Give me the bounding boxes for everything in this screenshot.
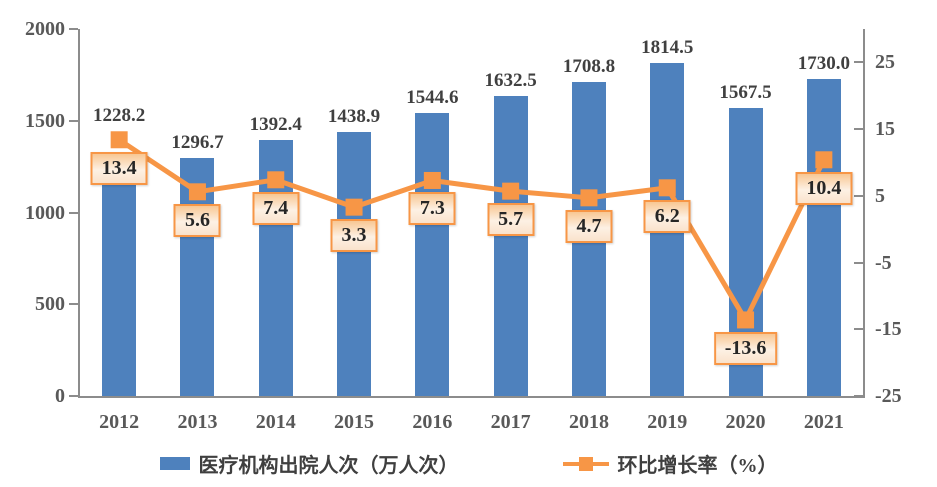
line-point-label-2018: 4.7 [565, 209, 613, 243]
bar-2012 [102, 170, 137, 396]
x-tick-label-2015: 2015 [334, 411, 375, 433]
y-left-tick-0 [69, 395, 78, 397]
growth-rate-line [117, 137, 827, 323]
line-point-label-2021: 10.4 [795, 171, 853, 205]
x-axis-line [78, 396, 865, 398]
x-tick-label-2018: 2018 [568, 411, 609, 433]
line-point-label-2019: 6.2 [643, 199, 691, 233]
line-marker-2019 [658, 179, 676, 197]
line-point-label-2013: 5.6 [173, 203, 221, 237]
line-marker-2014 [267, 171, 285, 189]
line-point-label-2016: 7.3 [408, 192, 456, 226]
y-left-tick-label-1500: 1500 [25, 109, 65, 132]
x-tick-label-2017: 2017 [490, 411, 531, 433]
y-right-tick-label-25: 25 [875, 51, 895, 74]
line-marker-2021 [815, 151, 833, 169]
y-left-tick-label-2000: 2000 [25, 18, 65, 40]
y-right-tick-label--15: -15 [875, 318, 902, 341]
bar-2017 [493, 96, 528, 396]
x-tick-label-2014: 2014 [255, 411, 296, 433]
bar-series-swatch-icon [159, 457, 190, 470]
y-right-tick-5 [854, 194, 863, 197]
line-marker-2020 [737, 311, 755, 329]
bar-2016 [415, 112, 450, 396]
bar-value-label-2013: 1296.7 [171, 132, 224, 154]
y-right-tick-15 [854, 128, 863, 131]
line-point-label-2015: 3.3 [330, 219, 378, 253]
y-left-tick-2000 [69, 28, 78, 30]
bar-value-label-2014: 1392.4 [249, 114, 302, 136]
chart-legend: 医疗机构出院人次（万人次） 环比增长率（%） [0, 449, 937, 478]
bar-value-label-2019: 1814.5 [641, 37, 694, 59]
bar-value-label-2012: 1228.2 [93, 104, 146, 126]
x-tick-label-2021: 2021 [803, 411, 844, 433]
y-left-tick-500 [69, 303, 78, 306]
bar-value-label-2015: 1438.9 [327, 105, 381, 127]
left-axis-line [78, 29, 80, 398]
legend-item-growth-rate: 环比增长率（%） [562, 449, 778, 478]
legend-item-discharges: 医疗机构出院人次（万人次） [159, 449, 459, 478]
line-marker-2012 [110, 131, 128, 149]
bar-value-label-2016: 1544.6 [406, 86, 459, 108]
bar-2015 [337, 131, 372, 396]
legend-label-growth-rate: 环比增长率（%） [617, 455, 778, 477]
line-point-label-2017: 5.7 [487, 203, 535, 237]
line-marker-2016 [423, 171, 441, 189]
y-right-tick-label-15: 15 [875, 118, 895, 141]
bar-value-label-2020: 1567.5 [719, 82, 772, 104]
bar-value-label-2017: 1632.5 [484, 70, 537, 92]
bar-value-label-2018: 1708.8 [562, 56, 616, 78]
y-right-tick--15 [854, 328, 863, 331]
line-marker-2015 [345, 198, 363, 216]
y-right-tick--5 [854, 261, 863, 264]
line-point-label-2020: -13.6 [713, 331, 778, 365]
y-left-tick-1500 [69, 119, 78, 122]
bar-value-label-2021: 1730.0 [797, 52, 850, 74]
x-tick-label-2020: 2020 [725, 411, 766, 433]
line-series-swatch-icon [562, 456, 609, 472]
line-marker-2018 [580, 189, 598, 207]
y-right-tick-label--5: -5 [875, 251, 892, 274]
line-marker-2013 [188, 183, 206, 201]
y-right-tick-label-5: 5 [875, 184, 885, 207]
y-left-tick-label-500: 500 [35, 293, 65, 316]
line-marker-2017 [502, 182, 520, 200]
legend-label-discharges: 医疗机构出院人次（万人次） [198, 455, 459, 477]
y-left-tick-label-1000: 1000 [25, 201, 65, 224]
line-swatch-marker [578, 456, 593, 471]
y-left-tick-label-0: 0 [55, 385, 65, 407]
x-tick-label-2013: 2013 [177, 411, 218, 433]
line-point-label-2014: 7.4 [252, 191, 300, 225]
bar-2021 [806, 78, 841, 396]
y-right-tick-25 [854, 61, 863, 64]
x-tick-label-2016: 2016 [412, 411, 453, 433]
right-axis-line [863, 29, 865, 398]
y-left-tick-1000 [69, 211, 78, 214]
x-tick-label-2019: 2019 [647, 411, 688, 433]
y-right-tick-label--25: -25 [875, 385, 902, 407]
x-tick-label-2012: 2012 [99, 411, 140, 433]
y-right-tick--25 [854, 395, 863, 397]
line-point-label-2012: 13.4 [90, 151, 148, 185]
